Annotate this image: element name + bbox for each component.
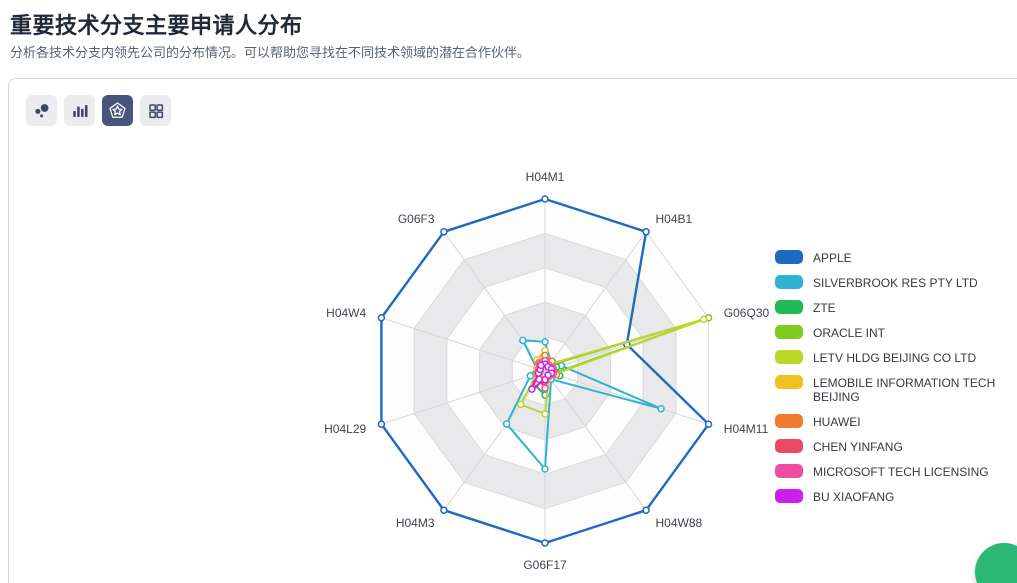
- legend-swatch: [775, 489, 803, 503]
- axis-label: G06Q30: [724, 306, 770, 320]
- legend-item[interactable]: MICROSOFT TECH LICENSING: [775, 464, 997, 479]
- axis-label: G06F17: [523, 558, 567, 572]
- bar-chart-button[interactable]: [64, 95, 95, 126]
- radar-spoke: [443, 231, 546, 372]
- legend-swatch: [775, 464, 803, 478]
- legend-swatch: [775, 375, 803, 389]
- grid-view-icon: [147, 102, 165, 120]
- legend-label: ZTE: [813, 301, 836, 315]
- legend-swatch: [775, 300, 803, 314]
- legend-item[interactable]: ORACLE INT: [775, 325, 997, 340]
- legend-swatch: [775, 250, 803, 264]
- series-marker: [502, 420, 511, 428]
- series-marker: [377, 420, 386, 428]
- series-marker: [526, 372, 535, 380]
- legend-label: LETV HLDG BEIJING CO LTD: [813, 351, 977, 365]
- series-marker: [516, 400, 525, 409]
- axis-label: H04M1: [526, 170, 565, 184]
- legend-swatch: [775, 414, 803, 428]
- series-marker: [541, 410, 549, 418]
- legend-swatch: [775, 439, 803, 453]
- legend-item[interactable]: LEMOBILE INFORMATION TECH BEIJING: [775, 375, 997, 404]
- legend-label: LEMOBILE INFORMATION TECH BEIJING: [813, 376, 996, 404]
- legend-item[interactable]: CHEN YINFANG: [775, 439, 997, 454]
- series-marker: [541, 384, 549, 392]
- series-marker: [657, 404, 665, 413]
- legend-label: APPLE: [813, 251, 852, 265]
- series-marker: [440, 228, 448, 236]
- bar-chart-icon: [71, 102, 89, 120]
- legend-label: SILVERBROOK RES PTY LTD: [813, 276, 978, 290]
- radar-spoke: [381, 370, 546, 425]
- series-marker: [528, 385, 536, 393]
- series-marker: [519, 336, 527, 345]
- series-marker: [541, 338, 549, 346]
- radar-series[interactable]: [528, 360, 556, 393]
- legend-swatch: [775, 350, 803, 364]
- legend-label: CHEN YINFANG: [813, 440, 903, 454]
- series-marker: [642, 506, 650, 514]
- series-marker: [541, 539, 549, 547]
- radar-spoke: [381, 317, 546, 372]
- legend-item[interactable]: APPLE: [775, 250, 997, 265]
- page-title: 重要技术分支主要申请人分布: [10, 13, 303, 38]
- series-marker: [541, 465, 549, 473]
- axis-label: H04M11: [724, 422, 769, 436]
- radar-spoke: [544, 370, 647, 511]
- legend-label: ORACLE INT: [813, 326, 886, 340]
- series-marker: [642, 228, 650, 236]
- axis-label: H04M3: [396, 516, 435, 530]
- radar-spoke: [544, 370, 709, 425]
- axis-label: H04W4: [326, 306, 366, 320]
- legend-label: HUAWEI: [813, 415, 861, 429]
- axis-label: H04B1: [656, 212, 693, 226]
- radar-chart-icon: [108, 101, 127, 120]
- legend-label: MICROSOFT TECH LICENSING: [813, 465, 989, 479]
- radar-spoke: [443, 370, 546, 511]
- axis-label: G06F3: [398, 212, 435, 226]
- grid-view-button[interactable]: [140, 95, 171, 126]
- legend-item[interactable]: BU XIAOFANG: [775, 489, 997, 504]
- legend-swatch: [775, 325, 803, 339]
- legend-item[interactable]: HUAWEI: [775, 414, 997, 429]
- bubble-chart-button[interactable]: [26, 95, 57, 126]
- chart-type-toolbar: [26, 95, 171, 126]
- axis-label: H04W88: [656, 516, 703, 530]
- series-marker: [541, 195, 549, 203]
- bubble-chart-icon: [33, 102, 51, 120]
- radar-chart-button[interactable]: [102, 95, 133, 126]
- axis-label: H04L29: [324, 422, 366, 436]
- chart-legend: APPLE SILVERBROOK RES PTY LTD ZTE ORACLE IN…: [775, 250, 997, 504]
- series-marker: [699, 315, 708, 324]
- radar-series[interactable]: [377, 195, 713, 547]
- page-subtitle: 分析各技术分支内领先公司的分布情况。可以帮助您寻找在不同技术领域的潜在合作伙伴。: [10, 45, 531, 60]
- legend-item[interactable]: LETV HLDG BEIJING CO LTD: [775, 350, 997, 365]
- series-marker: [704, 420, 713, 428]
- series-marker: [377, 314, 386, 322]
- series-marker: [541, 375, 549, 384]
- radar-spoke: [544, 231, 647, 372]
- legend-item[interactable]: ZTE: [775, 300, 997, 315]
- legend-label: BU XIAOFANG: [813, 490, 895, 504]
- legend-swatch: [775, 275, 803, 289]
- series-marker: [440, 506, 448, 514]
- legend-item[interactable]: SILVERBROOK RES PTY LTD: [775, 275, 997, 290]
- series-marker: [537, 361, 545, 370]
